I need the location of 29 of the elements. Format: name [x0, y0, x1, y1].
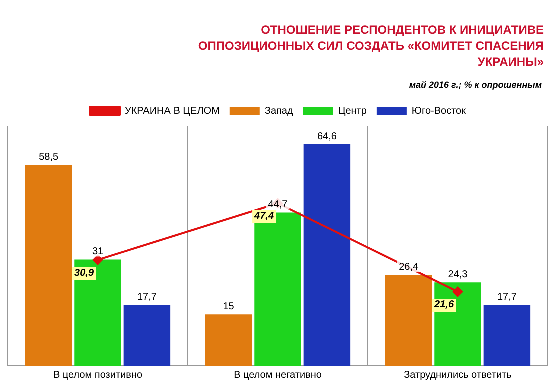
bar — [25, 165, 72, 366]
x-tick-label: В целом негативно — [234, 370, 322, 381]
legend-label: Запад — [264, 106, 294, 117]
chart-title: ОТНОШЕНИЕ РЕСПОНДЕНТОВ К ИНИЦИАТИВЕ ОППОЗИЦИОННЫХ СИЛ СОЗДАТЬ «КОМИТЕТ СПАСЕНИЯ УКРАИНЫ» — [170, 20, 548, 72]
data-label: 26,4 — [399, 262, 419, 274]
bar — [124, 305, 171, 366]
data-label: 21,6 — [434, 300, 454, 311]
x-tick-label: В целом позитивно — [53, 370, 143, 381]
chart-subtitle: май 2016 г.; % к опрошенным — [403, 78, 548, 92]
data-label: 64,6 — [317, 131, 338, 142]
legend-label: УКРАИНА В ЦЕЛОМ — [125, 106, 220, 117]
legend-label: Юго-Восток — [412, 106, 467, 117]
data-label: 24,3 — [448, 269, 468, 280]
data-label: 58,5 — [39, 152, 59, 164]
data-label: 15 — [223, 301, 235, 312]
bar — [434, 282, 482, 366]
bar — [385, 275, 432, 366]
bar — [484, 305, 531, 366]
data-label: 30,9 — [74, 268, 94, 279]
bar — [205, 314, 252, 366]
x-tick-label: Затруднились ответить — [404, 370, 512, 381]
legend-label: Центр — [338, 106, 368, 117]
data-label: 31 — [92, 246, 104, 258]
bar — [304, 144, 351, 366]
data-label: 17,7 — [137, 292, 158, 304]
data-label: 17,7 — [497, 292, 518, 304]
bar — [254, 212, 302, 366]
bar — [74, 260, 122, 366]
data-label: 47,4 — [254, 211, 274, 222]
